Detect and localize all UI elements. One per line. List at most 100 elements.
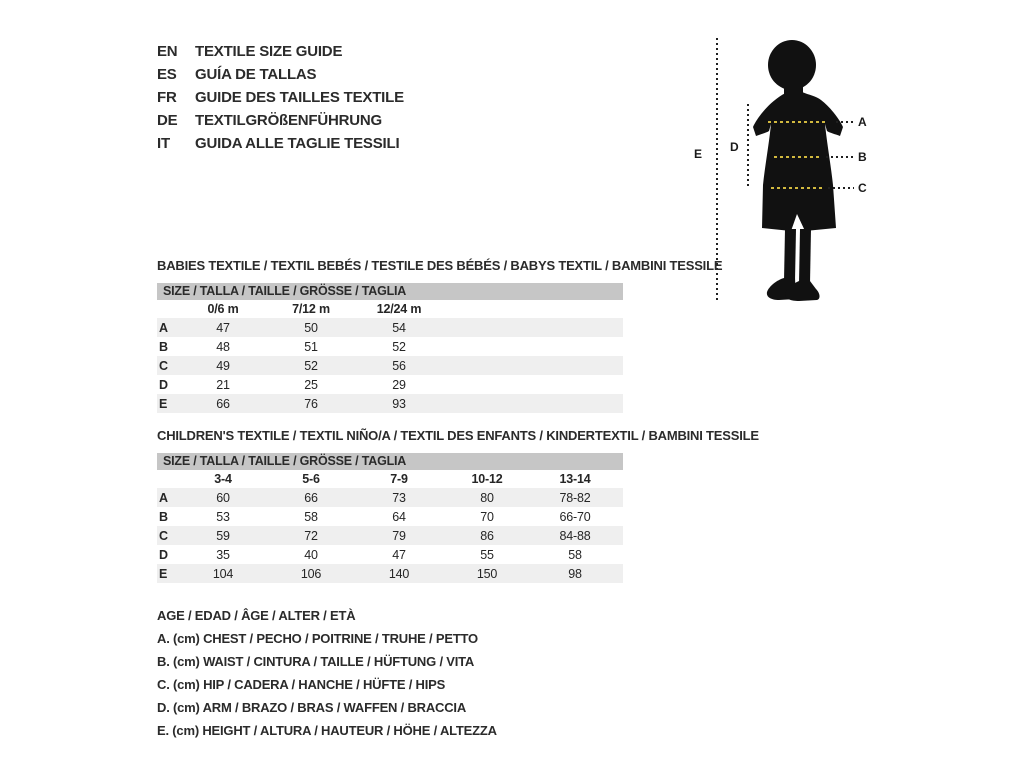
cell: 25 <box>304 377 318 392</box>
lang-title: GUÍA DE TALLAS <box>195 66 317 83</box>
measure-label-e: E <box>694 147 702 161</box>
lang-row-de: DE TEXTILGRÖßENFÜHRUNG <box>157 109 382 132</box>
cell: 66 <box>304 490 318 505</box>
cell: 50 <box>304 320 318 335</box>
row-label: E <box>159 566 168 581</box>
measure-label-d: D <box>730 140 739 154</box>
lang-row-en: EN TEXTILE SIZE GUIDE <box>157 40 342 63</box>
cell: 84-88 <box>559 528 591 543</box>
children-size-table: SIZE / TALLA / TAILLE / GRÖSSE / TAGLIA … <box>157 453 623 583</box>
cell: 47 <box>392 547 406 562</box>
children-size-header: SIZE / TALLA / TAILLE / GRÖSSE / TAGLIA <box>157 453 623 470</box>
measure-label-b: B <box>858 150 867 164</box>
cell: 64 <box>392 509 406 524</box>
babies-size-table: SIZE / TALLA / TAILLE / GRÖSSE / TAGLIA … <box>157 283 623 413</box>
table-row: E 66 76 93 <box>157 394 623 413</box>
row-label: A <box>159 320 168 335</box>
column-header: 10-12 <box>471 472 503 486</box>
cell: 66-70 <box>559 509 591 524</box>
cell: 58 <box>568 547 582 562</box>
table-row: E 104 106 140 150 98 <box>157 564 623 583</box>
children-section-title: CHILDREN'S TEXTILE / TEXTIL NIÑO/A / TEX… <box>157 428 759 443</box>
babies-column-headers: 0/6 m 7/12 m 12/24 m <box>157 300 623 318</box>
cell: 106 <box>300 566 322 581</box>
row-label: B <box>159 339 168 354</box>
cell: 72 <box>304 528 318 543</box>
cell: 104 <box>212 566 234 581</box>
column-header: 0/6 m <box>207 302 239 316</box>
column-header: 13-14 <box>559 472 591 486</box>
table-row: C 49 52 56 <box>157 356 623 375</box>
column-header: 12/24 m <box>376 302 422 316</box>
cell: 40 <box>304 547 318 562</box>
cell: 140 <box>388 566 410 581</box>
row-label: C <box>159 358 168 373</box>
cell: 52 <box>304 358 318 373</box>
column-header: 5-6 <box>302 472 320 486</box>
lang-code: FR <box>157 89 177 106</box>
table-row: B 53 58 64 70 66-70 <box>157 507 623 526</box>
cell: 21 <box>216 377 230 392</box>
cell: 76 <box>304 396 318 411</box>
cell: 59 <box>216 528 230 543</box>
cell: 47 <box>216 320 230 335</box>
lang-code: ES <box>157 66 177 83</box>
table-row: A 47 50 54 <box>157 318 623 337</box>
height-measure-line <box>716 38 718 303</box>
chest-line-yellow <box>768 121 828 123</box>
cell: 79 <box>392 528 406 543</box>
legend-item-chest: A. (cm) CHEST / PECHO / POITRINE / TRUHE… <box>157 631 478 646</box>
cell: 29 <box>392 377 406 392</box>
row-label: D <box>159 377 168 392</box>
cell: 49 <box>216 358 230 373</box>
cell: 66 <box>216 396 230 411</box>
row-label: E <box>159 396 168 411</box>
lang-title: GUIDA ALLE TAGLIE TESSILI <box>195 135 400 152</box>
cell: 51 <box>304 339 318 354</box>
babies-section-title: BABIES TEXTILE / TEXTIL BEBÉS / TESTILE … <box>157 258 723 273</box>
table-row: B 48 51 52 <box>157 337 623 356</box>
measure-label-c: C <box>858 181 867 195</box>
waist-line-dots <box>826 156 854 158</box>
cell: 35 <box>216 547 230 562</box>
cell: 70 <box>480 509 494 524</box>
table-row: D 35 40 47 55 58 <box>157 545 623 564</box>
column-header: 3-4 <box>214 472 232 486</box>
cell: 53 <box>216 509 230 524</box>
cell: 48 <box>216 339 230 354</box>
legend-item-waist: B. (cm) WAIST / CINTURA / TAILLE / HÜFTU… <box>157 654 475 669</box>
lang-code: IT <box>157 135 170 152</box>
lang-code: DE <box>157 112 178 129</box>
cell: 58 <box>304 509 318 524</box>
cell: 55 <box>480 547 494 562</box>
legend-item-arm: D. (cm) ARM / BRAZO / BRAS / WAFFEN / BR… <box>157 700 467 715</box>
lang-title: GUIDE DES TAILLES TEXTILE <box>195 89 404 106</box>
column-header: 7-9 <box>390 472 408 486</box>
measure-label-a: A <box>858 115 867 129</box>
legend-item-height: E. (cm) HEIGHT / ALTURA / HAUTEUR / HÖHE… <box>157 723 497 738</box>
lang-code: EN <box>157 43 178 60</box>
waist-line-yellow <box>774 156 821 158</box>
children-column-headers: 3-4 5-6 7-9 10-12 13-14 <box>157 470 623 488</box>
lang-row-es: ES GUÍA DE TALLAS <box>157 63 317 86</box>
cell: 60 <box>216 490 230 505</box>
cell: 150 <box>476 566 498 581</box>
lang-title: TEXTILGRÖßENFÜHRUNG <box>195 112 383 129</box>
cell: 73 <box>392 490 406 505</box>
cell: 93 <box>392 396 406 411</box>
cell: 86 <box>480 528 494 543</box>
table-row: D 21 25 29 <box>157 375 623 394</box>
lang-row-fr: FR GUIDE DES TAILLES TEXTILE <box>157 86 404 109</box>
legend-item-hip: C. (cm) HIP / CADERA / HANCHE / HÜFTE / … <box>157 677 446 692</box>
chest-line-dots <box>836 121 854 123</box>
arm-measure-line <box>747 104 749 188</box>
cell: 52 <box>392 339 406 354</box>
cell: 78-82 <box>559 490 591 505</box>
cell: 80 <box>480 490 494 505</box>
lang-title: TEXTILE SIZE GUIDE <box>195 43 343 60</box>
row-label: C <box>159 528 168 543</box>
row-label: B <box>159 509 168 524</box>
cell: 56 <box>392 358 406 373</box>
row-label: A <box>159 490 168 505</box>
